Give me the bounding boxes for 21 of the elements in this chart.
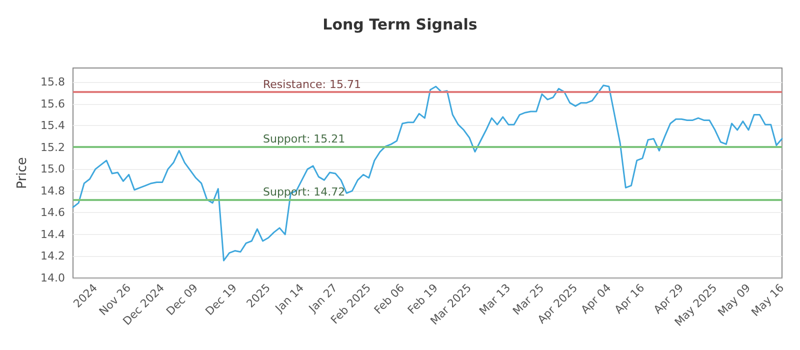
y-tick-label: 15.8 [40,76,65,89]
y-tick-label: 15.6 [40,97,65,110]
x-tick-label: Jan 14 [272,281,306,316]
x-tick-label: Dec 19 [202,281,240,318]
y-tick-label: 14.8 [40,184,65,198]
chart-title: Long Term Signals [322,16,478,34]
y-axis-title: Price [15,157,30,189]
y-tick-label: 14.2 [40,250,65,263]
x-tick-label: Dec 09 [164,281,200,318]
x-tick-label: Feb 06 [372,281,407,317]
ref-line-label: Resistance: 15.71 [263,78,361,91]
y-tick-label: 15.0 [40,162,65,176]
y-tick-label: 14.4 [40,228,65,241]
y-tick-label: 14.0 [40,272,65,284]
x-tick-label: Apr 16 [612,281,648,316]
y-tick-label: 15.2 [40,140,65,154]
ref-line-label: Support: 15.21 [263,132,346,146]
x-tick-label: Mar 13 [476,281,514,318]
y-tick-label: 15.4 [40,119,65,132]
x-tick-label: Apr 04 [578,281,614,316]
y-tick-label: 14.6 [40,206,65,220]
